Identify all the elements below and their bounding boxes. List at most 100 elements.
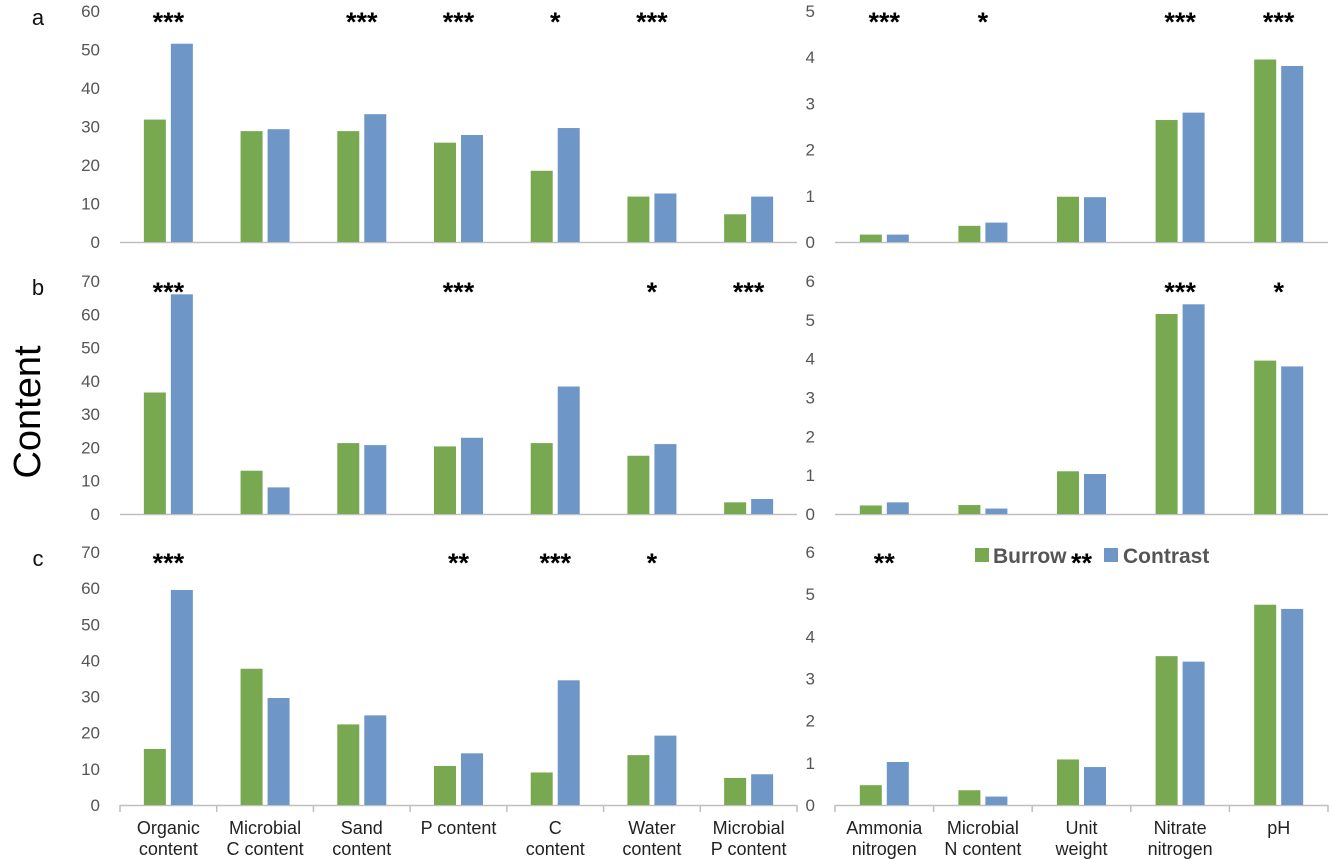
bar-contrast [170,294,193,514]
bar-contrast [557,680,580,805]
bar-burrow [1254,59,1277,243]
significance-marker: * [550,7,561,37]
significance-marker: *** [636,7,668,37]
y-tick-label: 10 [81,195,100,214]
bar-burrow [143,748,166,805]
bar-burrow [240,470,263,514]
y-tick-label: 70 [81,272,100,291]
y-tick-label: 60 [81,305,100,324]
bar-contrast [751,774,774,805]
x-category-label: Water content [622,818,681,859]
bar-burrow [143,392,166,514]
y-tick-label: 6 [806,272,815,291]
significance-marker: *** [443,7,475,37]
significance-marker: *** [733,277,765,307]
x-category-label: Microbial N content [944,818,1021,859]
bar-burrow [337,724,360,805]
bar-burrow [627,196,650,242]
x-category-label: Unit weight [1054,818,1107,859]
bar-contrast [1084,474,1106,514]
significance-marker: *** [153,548,185,578]
y-tick-label: 4 [806,350,815,369]
significance-marker: ** [874,548,896,578]
y-tick-label: 50 [81,41,100,60]
bar-contrast [985,222,1008,242]
y-tick-label: 0 [806,505,815,524]
y-tick-label: 2 [806,712,815,731]
bar-contrast [886,502,909,514]
significance-marker: *** [869,7,901,37]
bar-burrow [724,214,747,242]
y-tick-label: 30 [81,405,100,424]
bar-contrast [267,129,290,242]
significance-marker: * [1273,277,1284,307]
y-tick-label: 20 [81,438,100,457]
y-tick-label: 40 [81,651,100,670]
significance-marker: *** [539,548,571,578]
significance-marker: ** [1071,548,1093,578]
bar-burrow [958,225,981,242]
y-tick-label: 3 [806,94,815,113]
bar-contrast [364,445,387,514]
y-tick-label: 40 [81,372,100,391]
significance-marker: *** [153,277,185,307]
bar-burrow [434,765,456,805]
y-tick-label: 1 [806,466,815,485]
bar-contrast [1281,366,1304,514]
significance-marker: * [647,548,658,578]
y-tick-label: 50 [81,339,100,358]
bar-burrow [434,446,456,514]
bar-contrast [461,753,483,805]
bar-burrow [240,131,263,242]
x-category-label: Ammonia nitrogen [846,818,923,859]
y-tick-label: 4 [806,627,815,646]
y-tick-label: 70 [81,543,100,562]
panel-c-right: 0 1 2 3 4 5 6 ** ** [806,543,1329,815]
bar-burrow [859,234,882,242]
y-tick-label: 60 [81,579,100,598]
bar-burrow [627,755,650,805]
bar-burrow [1155,656,1178,805]
y-tick-label: 0 [806,796,815,815]
bar-contrast [751,499,774,514]
bar-contrast [557,128,580,242]
y-tick-label: 0 [91,233,100,252]
significance-marker: *** [1263,7,1295,37]
bar-contrast [364,114,387,242]
y-tick-label: 10 [81,472,100,491]
bar-burrow [434,142,456,242]
significance-marker: ** [448,548,470,578]
y-axis-label: Content [7,345,49,479]
x-category-label: Microbial P content [711,818,787,859]
category-labels: Organic content Microbial C content Sand cont… [137,818,1290,859]
bar-burrow [1155,120,1178,242]
y-tick-label: 6 [806,543,815,562]
bar-contrast [751,196,774,242]
y-tick-label: 60 [81,2,100,21]
bar-burrow [724,777,747,805]
y-tick-label: 40 [81,79,100,98]
bar-burrow [240,668,263,805]
bar-burrow [1057,196,1079,242]
x-category-label: Organic content [137,818,200,859]
bar-contrast [886,761,909,805]
bar-contrast [267,487,290,514]
bar-burrow [1254,604,1277,805]
y-tick-label: 4 [806,48,815,67]
bar-contrast [985,796,1008,805]
bar-contrast [461,437,483,514]
y-tick-label: 1 [806,187,815,206]
bar-contrast [557,386,580,514]
bar-burrow [859,785,882,805]
significance-marker: *** [443,277,475,307]
y-tick-label: 2 [806,427,815,446]
bar-contrast [267,698,290,805]
legend-swatch-burrow [975,548,989,562]
